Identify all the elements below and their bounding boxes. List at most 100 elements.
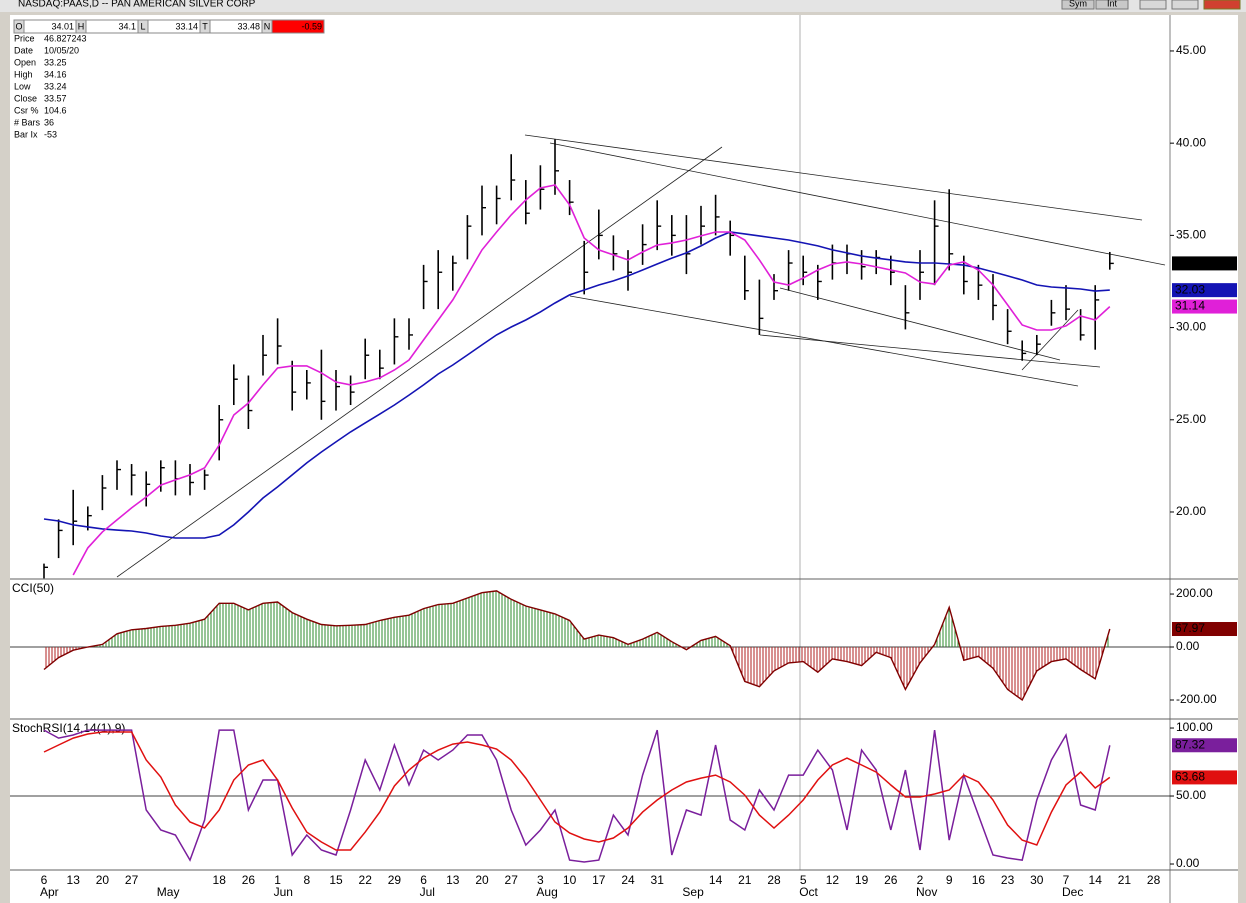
x-tick-label: 26: [242, 873, 256, 887]
quote-label: O: [15, 21, 22, 31]
quote-value: 33.48: [237, 21, 260, 31]
quote-value: 34.01: [51, 21, 74, 31]
close-button[interactable]: [1203, 0, 1241, 10]
panel-title: CCI(50): [12, 581, 54, 595]
value-tag-label: 67.97: [1175, 621, 1205, 635]
value-tag: [1172, 283, 1237, 298]
month-label: May: [157, 885, 180, 899]
y-tick-label: 25.00: [1176, 412, 1206, 426]
x-tick-label: 22: [359, 873, 373, 887]
value-tag-label: 31.14: [1175, 299, 1205, 313]
month-label: Oct: [799, 885, 818, 899]
info-label: Price: [14, 33, 35, 43]
info-label: Bar Ix: [14, 129, 38, 139]
value-tag: [1172, 770, 1237, 785]
sym-button-label[interactable]: Sym: [1069, 0, 1087, 8]
int-button-label[interactable]: Int: [1107, 0, 1118, 8]
stoch-line: [43, 731, 1111, 851]
y-tick-label: 35.00: [1176, 228, 1206, 242]
x-tick-label: 8: [303, 873, 310, 887]
month-label: Dec: [1062, 885, 1083, 899]
stoch-line: [43, 729, 1111, 863]
x-tick-label: 9: [946, 873, 953, 887]
cci-positive-area: [44, 590, 1110, 648]
x-tick-label: 19: [855, 873, 869, 887]
x-tick-label: 6: [41, 873, 48, 887]
x-tick-label: 27: [125, 873, 139, 887]
plot-layer: O 34.01 H 34.1 L 33.14 T 33.48 N -0.59 Price 46.827…: [10, 19, 1237, 899]
x-tick-label: 30: [1030, 873, 1044, 887]
value-tag: [1172, 738, 1237, 753]
x-tick-label: 20: [96, 873, 110, 887]
y-tick-label: 20.00: [1176, 504, 1206, 518]
value-tag: [1172, 256, 1237, 271]
quote-label: T: [202, 21, 208, 31]
x-tick-label: 28: [1147, 873, 1161, 887]
info-value: 10/05/20: [44, 45, 79, 55]
panel-title: StochRSI(14,14(1),9): [12, 721, 125, 735]
moving-average: [72, 184, 1111, 576]
date-axis-area: [10, 870, 1238, 903]
y-tick-label: 100.00: [1176, 720, 1213, 734]
sym-button[interactable]: [1061, 0, 1095, 10]
maximize-button[interactable]: [1171, 0, 1199, 10]
x-tick-label: 6: [420, 873, 427, 887]
x-tick-label: 20: [475, 873, 489, 887]
info-label: Csr %: [14, 105, 39, 115]
x-tick-label: 16: [972, 873, 986, 887]
x-tick-label: 12: [826, 873, 840, 887]
quote-value: 34.1: [118, 21, 136, 31]
window-title: NASDAQ:PAAS,D -- PAN AMERICAN SILVER COR…: [18, 0, 256, 10]
info-value: 33.57: [44, 93, 67, 103]
cci-line: [43, 590, 1111, 702]
x-tick-label: 14: [709, 873, 723, 887]
info-value: -53: [44, 129, 57, 139]
x-tick-label: 2: [917, 873, 924, 887]
y-tick-label: 40.00: [1176, 135, 1206, 149]
info-value: 46.827243: [44, 33, 87, 43]
info-value: 36: [44, 117, 54, 127]
x-tick-label: 10: [563, 873, 577, 887]
info-value: 33.25: [44, 57, 67, 67]
x-tick-label: 31: [651, 873, 665, 887]
x-tick-label: 3: [537, 873, 544, 887]
info-value: 34.16: [44, 69, 67, 79]
info-label: Date: [14, 45, 33, 55]
info-label: Close: [14, 93, 37, 103]
x-tick-label: 15: [329, 873, 343, 887]
value-tag-label: 63.68: [1175, 770, 1205, 784]
quote-label: L: [140, 21, 145, 31]
x-tick-label: 26: [884, 873, 898, 887]
x-tick-label: 5: [800, 873, 807, 887]
info-label: High: [14, 69, 33, 79]
info-value: 33.24: [44, 81, 67, 91]
x-tick-label: 21: [738, 873, 752, 887]
value-tag-label: 33.48: [1175, 256, 1205, 270]
y-tick-label: -200.00: [1176, 692, 1217, 706]
minimize-button[interactable]: [1139, 0, 1167, 10]
x-tick-label: 17: [592, 873, 606, 887]
quote-label: H: [78, 21, 85, 31]
y-tick-label: 200.00: [1176, 586, 1213, 600]
cci-negative-area: [44, 647, 1105, 700]
moving-average: [43, 231, 1110, 539]
trend-lines: [116, 134, 1166, 578]
title-bar: [0, 0, 1246, 12]
value-tag-label: 87.32: [1175, 737, 1205, 751]
y-tick-label: 30.00: [1176, 320, 1206, 334]
x-tick-label: 13: [67, 873, 81, 887]
info-label: Open: [14, 57, 36, 67]
x-tick-label: 29: [388, 873, 402, 887]
x-tick-label: 18: [213, 873, 227, 887]
info-label: # Bars: [14, 117, 41, 127]
int-button[interactable]: [1095, 0, 1129, 10]
y-tick-label: 50.00: [1176, 788, 1206, 802]
month-label: Jul: [420, 885, 435, 899]
info-label: Low: [14, 81, 31, 91]
chart-area: [10, 15, 1238, 870]
y-tick-label: 45.00: [1176, 43, 1206, 57]
x-tick-label: 23: [1001, 873, 1015, 887]
info-value: 104.6: [44, 105, 67, 115]
value-tag-label: 32.03: [1175, 282, 1205, 296]
